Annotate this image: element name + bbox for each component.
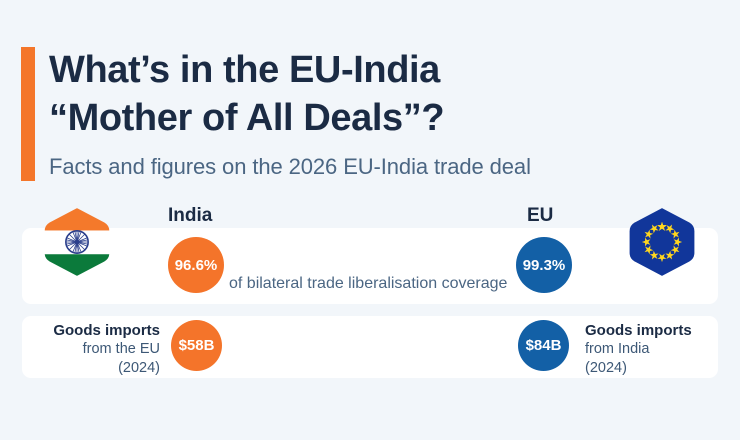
column-label-india: India — [168, 205, 213, 226]
goods-imports-india-heading: Goods imports — [53, 322, 160, 339]
page-title: What’s in the EU-India “Mother of All De… — [49, 46, 689, 142]
page-title-line-2: “Mother of All Deals”? — [49, 97, 445, 139]
stat-bubble-eu-goods-imports: $84B — [518, 320, 569, 371]
goods-imports-india-line3: (2024) — [118, 360, 160, 376]
stat-card-goods-imports — [22, 316, 718, 378]
india-flag-hexagon-icon — [41, 206, 113, 278]
goods-imports-eu-text: Goods imports from India (2024) — [585, 321, 740, 378]
goods-imports-eu-line2: from India — [585, 341, 650, 357]
goods-imports-eu-line3: (2024) — [585, 360, 627, 376]
eu-flag-hexagon-icon — [626, 206, 698, 278]
page-subtitle: Facts and figures on the 2026 EU-India t… — [49, 154, 531, 179]
stat-card-liberalisation — [22, 228, 718, 304]
stat-bubble-eu-coverage: 99.3% — [516, 237, 572, 293]
stat-bubble-india-goods-imports: $58B — [171, 320, 222, 371]
title-accent-bar — [21, 47, 35, 181]
goods-imports-india-text: Goods imports from the EU (2024) — [0, 321, 160, 378]
page-title-line-1: What’s in the EU-India — [49, 49, 440, 91]
stat-bubble-india-coverage: 96.6% — [168, 237, 224, 293]
goods-imports-eu-heading: Goods imports — [585, 322, 692, 339]
column-label-eu: EU — [527, 205, 554, 226]
goods-imports-india-line2: from the EU — [82, 341, 160, 357]
coverage-caption: of bilateral trade liberalisation covera… — [229, 275, 508, 292]
